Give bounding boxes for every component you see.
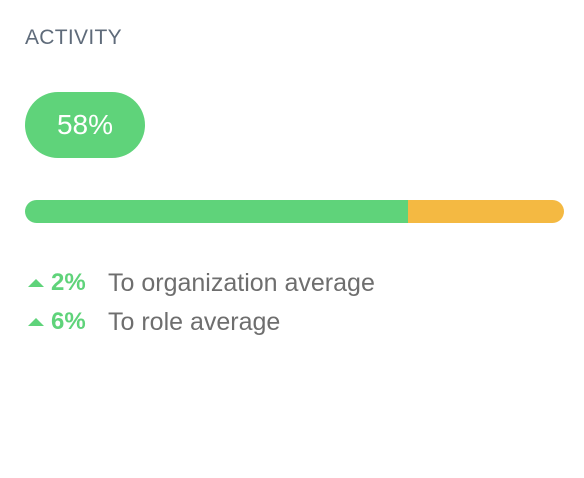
comparison-row: 6% To role average [28, 307, 280, 337]
up-arrow [28, 279, 44, 287]
delta: 2% [51, 269, 86, 296]
progress-bar [25, 200, 564, 223]
title: ACTIVITY [25, 26, 122, 49]
delta: 6% [51, 308, 86, 335]
comparison-row: 2% To organization average [28, 268, 375, 298]
progress-segment [25, 200, 408, 223]
comparison-text: To organization average [108, 268, 375, 297]
comparison-text: To role average [108, 307, 281, 336]
up-arrow [28, 318, 44, 326]
score-pill: 58% [25, 92, 145, 158]
progress-segment [407, 200, 564, 223]
score-label: 58% [56, 109, 114, 140]
